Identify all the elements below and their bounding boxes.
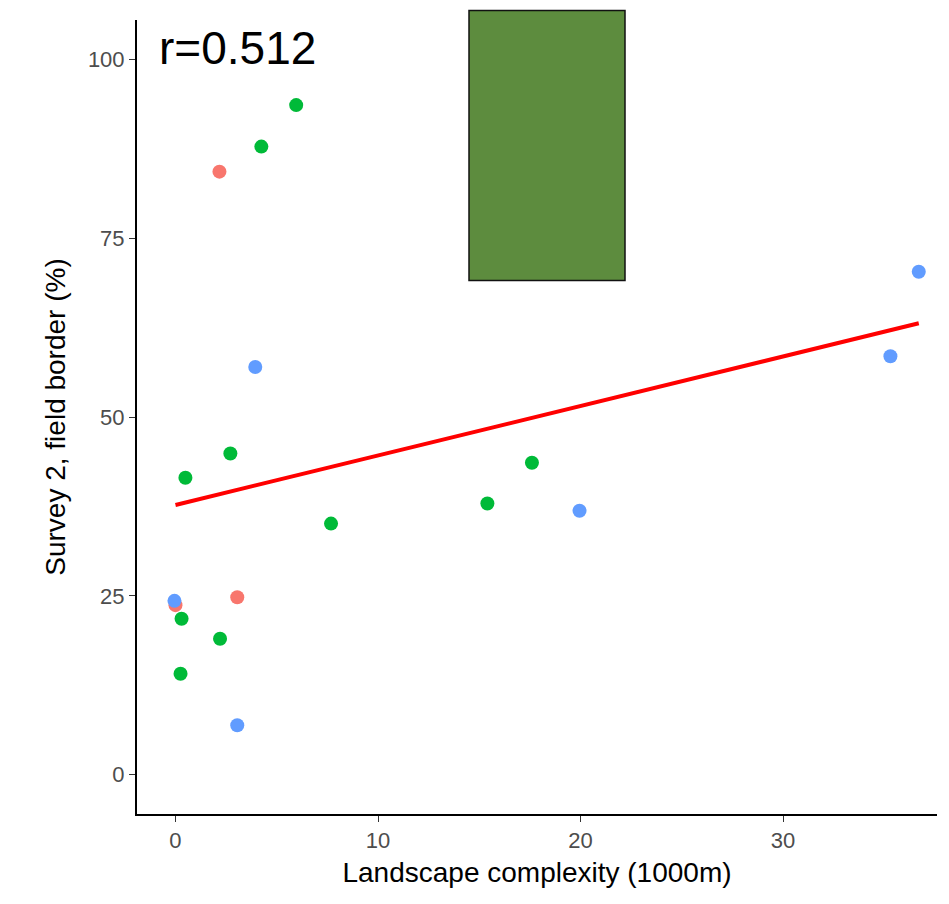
svg-text:10: 10 <box>366 828 390 853</box>
svg-text:100: 100 <box>88 47 125 72</box>
svg-text:20: 20 <box>568 828 592 853</box>
svg-text:25: 25 <box>100 584 124 609</box>
svg-text:r=0.512: r=0.512 <box>159 22 316 74</box>
svg-text:0: 0 <box>169 828 181 853</box>
svg-text:50: 50 <box>100 405 124 430</box>
svg-text:0: 0 <box>112 762 124 787</box>
svg-text:Survey 2, field border (%): Survey 2, field border (%) <box>40 258 71 575</box>
svg-text:Landscape complexity (1000m): Landscape complexity (1000m) <box>342 857 731 888</box>
svg-text:30: 30 <box>771 828 795 853</box>
svg-text:75: 75 <box>100 226 124 251</box>
